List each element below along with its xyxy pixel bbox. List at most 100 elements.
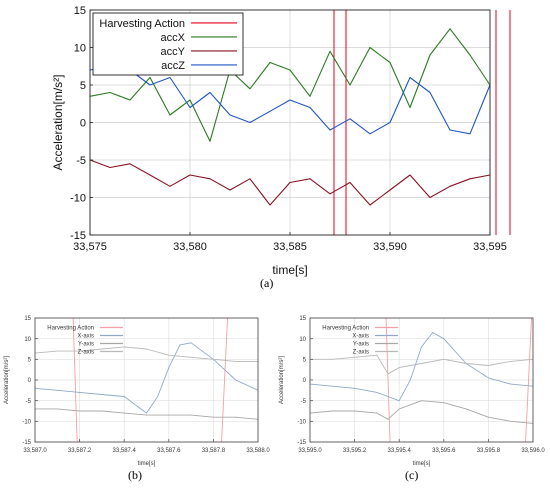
data-point [389,121,391,124]
data-point [376,412,378,414]
data-point [449,129,451,131]
data-point [510,420,512,422]
data-point [510,360,512,362]
data-point [429,54,431,56]
y-tick-label: -10 [70,192,86,204]
data-point [56,408,58,410]
chart-panel-c: 33,595.0 33,595.2 33,595.4 33,595.6 33,595.8… [275,300,550,489]
data-point [398,400,400,402]
x-tick-label: 33,595.6 [432,448,456,454]
data-point [235,416,237,418]
data-point [169,76,171,79]
y-tick-label: -5 [76,155,86,167]
harvesting-action-line [72,317,78,443]
data-point [329,129,331,131]
data-point [331,385,333,387]
data-point [409,174,411,176]
data-point [349,84,351,86]
data-point [387,373,389,375]
data-point [376,354,378,356]
data-point [190,356,192,358]
legend-label: Y-axis [78,342,94,348]
data-point [354,387,356,389]
data-point [329,193,331,195]
data-point [331,358,333,360]
data-point [123,346,125,348]
x-tick-label: 33,587.8 [202,448,226,454]
data-point [79,350,81,352]
data-point [331,410,333,412]
data-point [398,367,400,369]
x-axis-label: time[s] [413,461,431,467]
data-point [212,358,214,360]
series-line-z-axis [310,354,534,375]
y-tick-label: 15 [24,316,31,322]
data-point [421,346,422,348]
y-tick-label: -15 [297,440,306,446]
y-tick-label: 0 [80,117,86,129]
data-point [449,28,451,30]
data-point [469,178,471,180]
y-tick-label: 5 [303,357,307,363]
x-axis-label: time[s] [138,461,156,467]
data-point [146,348,147,350]
data-point [269,204,271,206]
y-tick-label: -10 [22,419,31,425]
data-point [409,106,411,109]
data-point [123,396,125,397]
legend-label: Y-axis [353,342,369,348]
data-point [101,410,103,412]
x-axis-label: time[s] [272,263,307,277]
data-point [146,412,147,414]
x-tick-label: 33,575 [73,241,107,253]
data-point [269,61,271,64]
x-tick-label: 33,587.6 [157,448,181,454]
x-tick-label: 33,590 [373,241,407,253]
x-tick-label: 33,585 [273,241,307,253]
chart-panel-b: 33,587.0 33,587.2 33,587.4 33,587.6 33,587.8… [0,300,275,489]
series-line-x-axis [309,332,534,402]
x-tick-label: 33,595.0 [298,448,322,454]
x-tick-label: 33,595 [473,241,507,253]
data-point [465,408,467,410]
harvesting-action-line [525,317,532,443]
data-point [249,121,251,124]
y-tick-label: -15 [70,230,86,242]
legend-label: X-axis [77,334,94,340]
harvesting-action-line [221,317,228,443]
data-point [190,342,192,344]
data-point [109,91,111,94]
data-point [129,99,131,101]
data-point [354,410,356,412]
data-point [269,110,271,112]
y-tick-label: 10 [74,42,86,54]
y-tick-label: 15 [299,316,306,322]
data-point [209,91,211,94]
data-point [289,99,291,101]
data-point [56,350,58,352]
panel-label-b: (b) [128,468,142,482]
x-tick-label: 33,595.2 [343,448,367,454]
data-point [229,189,231,191]
data-point [101,394,103,395]
chart-svg: 33,575 33,580 33,585 33,590 33,595 -15 -10 -5 0 5… [51,5,511,277]
data-point [229,114,231,116]
data-point [510,383,512,385]
data-point [189,99,191,101]
data-point [168,414,170,416]
data-point [190,414,192,416]
legend-label: Harvesting Action [322,326,369,332]
y-tick-label: -5 [26,399,32,405]
data-point [389,61,391,64]
y-tick-label: -10 [297,419,306,425]
data-point [349,181,351,184]
panel-label-c: (c) [405,468,419,482]
data-point [387,418,389,420]
legend-label: Harvesting Action [99,18,185,30]
legend-label: accX [161,32,186,44]
series-line-y-axis [35,408,259,420]
data-point [209,140,211,142]
data-point [429,196,431,199]
x-tick-label: 33,587.4 [113,448,137,454]
y-tick-label: 0 [303,378,307,384]
